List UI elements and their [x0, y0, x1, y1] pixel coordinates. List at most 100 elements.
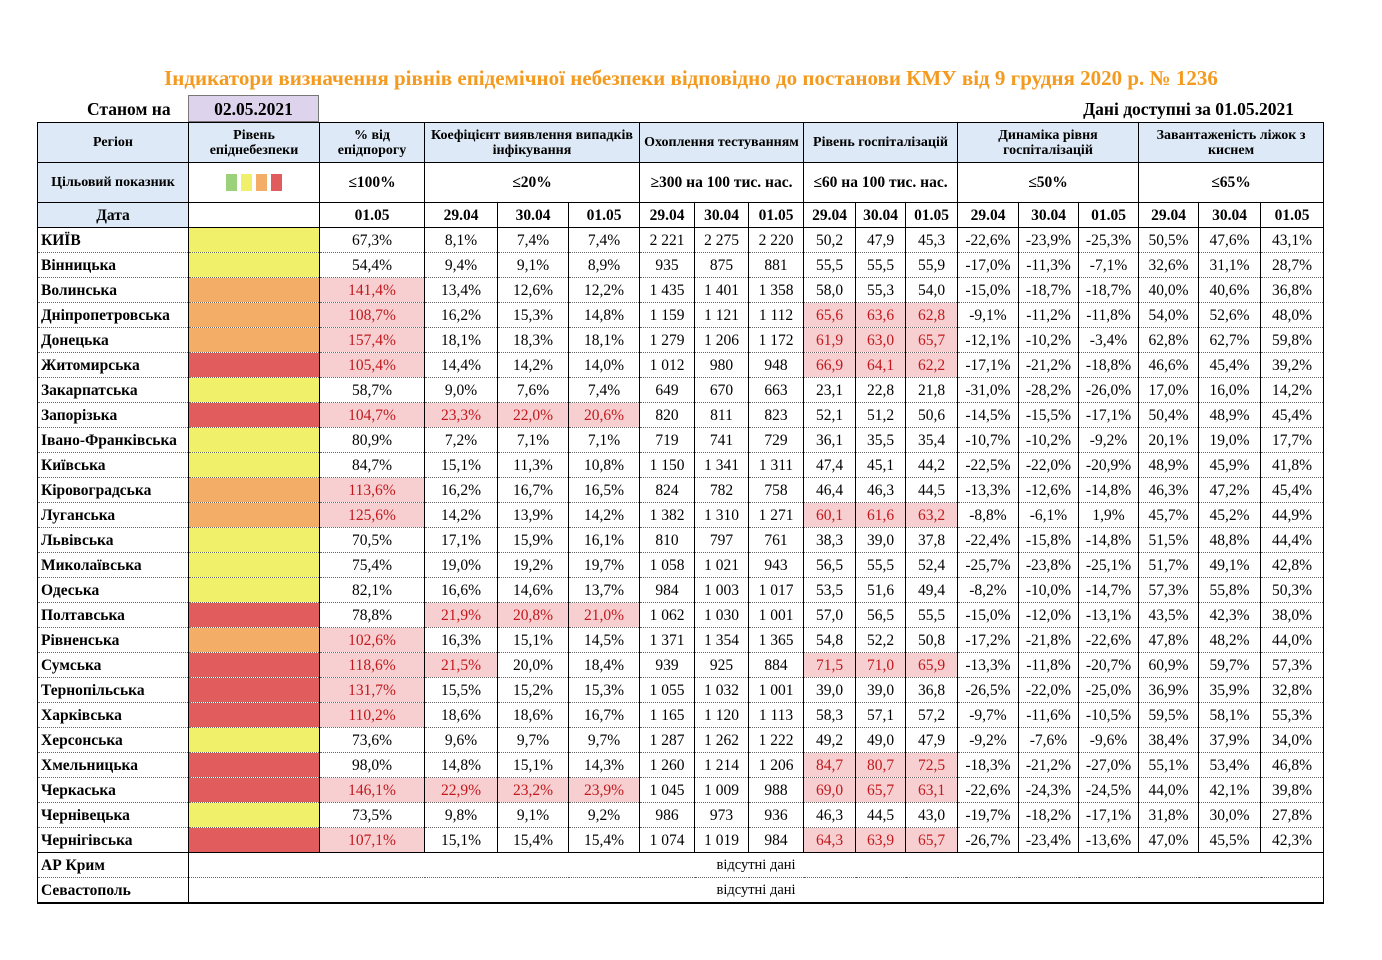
threshold-value: 75,4%: [319, 552, 425, 578]
dynamics-value: -26,0%: [1077, 377, 1140, 403]
hospitalization-value: 44,2: [905, 452, 958, 478]
detection-value: 7,1%: [497, 427, 569, 453]
detection-value: 16,7%: [497, 477, 569, 503]
detection-value: 15,1%: [497, 752, 569, 778]
hospitalization-value: 51,6: [855, 577, 906, 603]
header-region: Регіон: [37, 122, 189, 163]
threshold-value: 73,6%: [319, 727, 425, 753]
threshold-value: 98,0%: [319, 752, 425, 778]
detection-value: 15,1%: [424, 827, 498, 853]
as-of-label: Станом на: [87, 99, 171, 119]
detection-value: 20,8%: [497, 602, 569, 628]
detection-value: 15,4%: [497, 827, 569, 853]
hospitalization-value: 50,6: [905, 402, 958, 428]
table-row: Тернопільська 131,7% 15,5% 15,2% 15,3% 1 055 1…: [37, 677, 1325, 703]
testing-value: 729: [748, 427, 804, 453]
testing-value: 1 262: [694, 727, 749, 753]
hospitalization-value: 49,0: [855, 727, 906, 753]
dynamics-value: -17,0%: [957, 252, 1019, 278]
hospitalization-value: 54,0: [905, 277, 958, 303]
detection-value: 18,4%: [568, 652, 640, 678]
region-name: Запорізька: [37, 402, 189, 428]
detection-value: 15,3%: [497, 302, 569, 328]
testing-value: 984: [748, 827, 804, 853]
date-detection-1: 29.04: [424, 202, 498, 228]
oxygen-value: 48,0%: [1260, 302, 1325, 328]
hospitalization-value: 22,8: [855, 377, 906, 403]
detection-value: 18,3%: [497, 327, 569, 353]
dynamics-value: -8,2%: [957, 577, 1019, 603]
oxygen-value: 59,8%: [1260, 327, 1325, 353]
detection-value: 14,8%: [424, 752, 498, 778]
dynamics-value: -22,0%: [1018, 452, 1079, 478]
dynamics-value: -10,5%: [1077, 702, 1140, 728]
detection-value: 9,7%: [497, 727, 569, 753]
testing-value: 973: [694, 802, 749, 828]
hospitalization-value: 56,5: [855, 602, 906, 628]
region-name: Хмельницька: [37, 752, 189, 778]
oxygen-value: 31,1%: [1198, 252, 1262, 278]
region-name: Рівненська: [37, 627, 189, 653]
table-row: Чернігівська 107,1% 15,1% 15,4% 15,4% 1 074 1 …: [37, 827, 1325, 853]
detection-value: 13,9%: [497, 502, 569, 528]
threshold-value: 54,4%: [319, 252, 425, 278]
testing-value: 782: [694, 477, 749, 503]
region-name: Полтавська: [37, 602, 189, 628]
level-cell: [188, 652, 320, 678]
oxygen-value: 47,8%: [1138, 627, 1200, 653]
hospitalization-value: 71,5: [803, 652, 856, 678]
dynamics-value: -13,1%: [1077, 602, 1140, 628]
region-name: Черкаська: [37, 777, 189, 803]
testing-value: 1 341: [694, 452, 749, 478]
threshold-value: 110,2%: [319, 702, 425, 728]
hospitalization-value: 72,5: [905, 752, 958, 778]
dynamics-value: -22,4%: [957, 527, 1019, 553]
detection-value: 16,5%: [568, 477, 640, 503]
oxygen-value: 44,9%: [1260, 502, 1325, 528]
dynamics-value: -22,6%: [957, 227, 1019, 253]
hospitalization-value: 69,0: [803, 777, 856, 803]
dynamics-value: -26,5%: [957, 677, 1019, 703]
detection-value: 15,1%: [497, 627, 569, 653]
testing-value: 881: [748, 252, 804, 278]
detection-value: 22,9%: [424, 777, 498, 803]
dynamics-value: -18,3%: [957, 752, 1019, 778]
oxygen-value: 48,9%: [1138, 452, 1200, 478]
dynamics-value: -12,1%: [957, 327, 1019, 353]
testing-value: 1 112: [748, 302, 804, 328]
threshold-value: 141,4%: [319, 277, 425, 303]
threshold-value: 73,5%: [319, 802, 425, 828]
threshold-value: 58,7%: [319, 377, 425, 403]
testing-value: 1 435: [639, 277, 695, 303]
date-level-empty: [188, 202, 320, 228]
testing-value: 797: [694, 527, 749, 553]
hospitalization-value: 53,5: [803, 577, 856, 603]
testing-value: 823: [748, 402, 804, 428]
hospitalization-value: 23,1: [803, 377, 856, 403]
hospitalization-value: 63,0: [855, 327, 906, 353]
table-row: Вінницька 54,4% 9,4% 9,1% 8,9% 935 875 881 55,5 5…: [37, 252, 1325, 278]
date-dynamics-2: 30.04: [1018, 202, 1079, 228]
detection-value: 22,0%: [497, 402, 569, 428]
dynamics-value: -21,2%: [1018, 752, 1079, 778]
detection-value: 9,4%: [424, 252, 498, 278]
hospitalization-value: 64,3: [803, 827, 856, 853]
detection-value: 20,6%: [568, 402, 640, 428]
testing-value: 663: [748, 377, 804, 403]
region-name: Одеська: [37, 577, 189, 603]
target-label: Цільовий показник: [37, 162, 189, 203]
indicators-table: Регіон Рівень епіднебезпеки % від епідпо…: [37, 122, 1325, 904]
table-row: Харківська 110,2% 18,6% 18,6% 16,7% 1 165 1 12…: [37, 702, 1325, 728]
testing-value: 935: [639, 252, 695, 278]
detection-value: 14,2%: [424, 502, 498, 528]
dynamics-value: -27,0%: [1077, 752, 1140, 778]
threshold-value: 108,7%: [319, 302, 425, 328]
hospitalization-value: 55,5: [855, 252, 906, 278]
detection-value: 18,6%: [424, 702, 498, 728]
legend-green-swatch: [226, 174, 237, 191]
table-row: Чернівецька 73,5% 9,8% 9,1% 9,2% 986 973 936 46,…: [37, 802, 1325, 828]
testing-value: 986: [639, 802, 695, 828]
region-name: Сумська: [37, 652, 189, 678]
testing-value: 1 121: [694, 302, 749, 328]
table-row: Київська 84,7% 15,1% 11,3% 10,8% 1 150 1 341 1 …: [37, 452, 1325, 478]
